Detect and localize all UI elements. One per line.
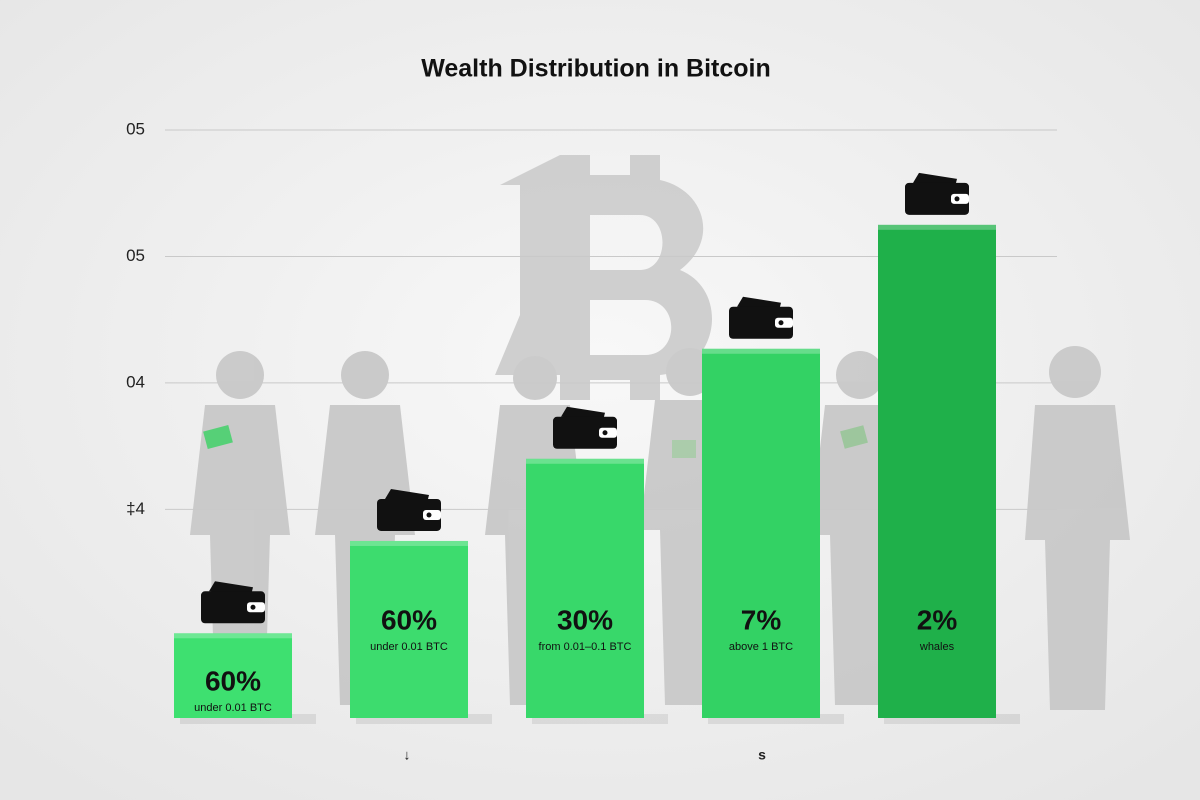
bar-top — [350, 540, 468, 546]
annotation: s — [758, 747, 766, 763]
bar — [878, 224, 996, 718]
bar-label: 60% — [381, 604, 437, 635]
bar-top — [174, 633, 292, 639]
wallet-button — [250, 604, 256, 610]
wallet-icon — [201, 581, 265, 624]
bar-shadow — [180, 714, 316, 724]
wallet-button — [602, 430, 608, 436]
bar-shadow — [884, 714, 1020, 724]
bar-top — [702, 348, 820, 354]
wallet-body — [201, 591, 265, 624]
y-tick-label: 04 — [126, 372, 145, 391]
bar-label: 30% — [557, 604, 613, 635]
wallet-clasp — [951, 193, 969, 204]
bar-top — [878, 224, 996, 230]
bar-label: 60% — [205, 666, 261, 697]
wallet-clasp — [599, 427, 617, 438]
bar-sublabel: from 0.01–0.1 BTC — [539, 641, 632, 653]
wallet-body — [729, 306, 793, 339]
wallet-button — [778, 320, 784, 326]
bar-sublabel: under 0.01 BTC — [194, 702, 272, 714]
bar-shadow — [356, 714, 492, 724]
bar-sublabel: under 0.01 BTC — [370, 641, 448, 653]
bar — [350, 540, 468, 718]
bar-shadow — [532, 714, 668, 724]
annotation: ↓ — [404, 747, 411, 763]
wallet-button — [426, 512, 432, 518]
y-tick-label: 05 — [126, 246, 145, 265]
wallet-icon — [377, 488, 441, 531]
bar-label: 7% — [741, 604, 782, 635]
wallet-icon — [729, 296, 793, 339]
wallet-icon — [905, 172, 969, 215]
bar-sublabel: above 1 BTC — [729, 641, 793, 653]
bar-shadow — [708, 714, 844, 724]
wallet-icon — [553, 406, 617, 449]
chart-title: Wealth Distribution in Bitcoin — [421, 55, 771, 83]
bar — [174, 633, 292, 718]
wallet-button — [954, 196, 960, 202]
bar — [702, 348, 820, 718]
bar-top — [526, 458, 644, 464]
bar-sublabel: whales — [919, 641, 955, 653]
wallet-body — [377, 498, 441, 531]
wallet-clasp — [423, 509, 441, 520]
wallet-body — [553, 416, 617, 449]
bar — [526, 458, 644, 718]
wallet-clasp — [775, 317, 793, 328]
wallet-body — [905, 182, 969, 215]
y-tick-label: ‡4 — [126, 499, 145, 518]
y-tick-label: 05 — [126, 119, 145, 138]
wallet-clasp — [247, 602, 265, 613]
bar-label: 2% — [917, 604, 958, 635]
